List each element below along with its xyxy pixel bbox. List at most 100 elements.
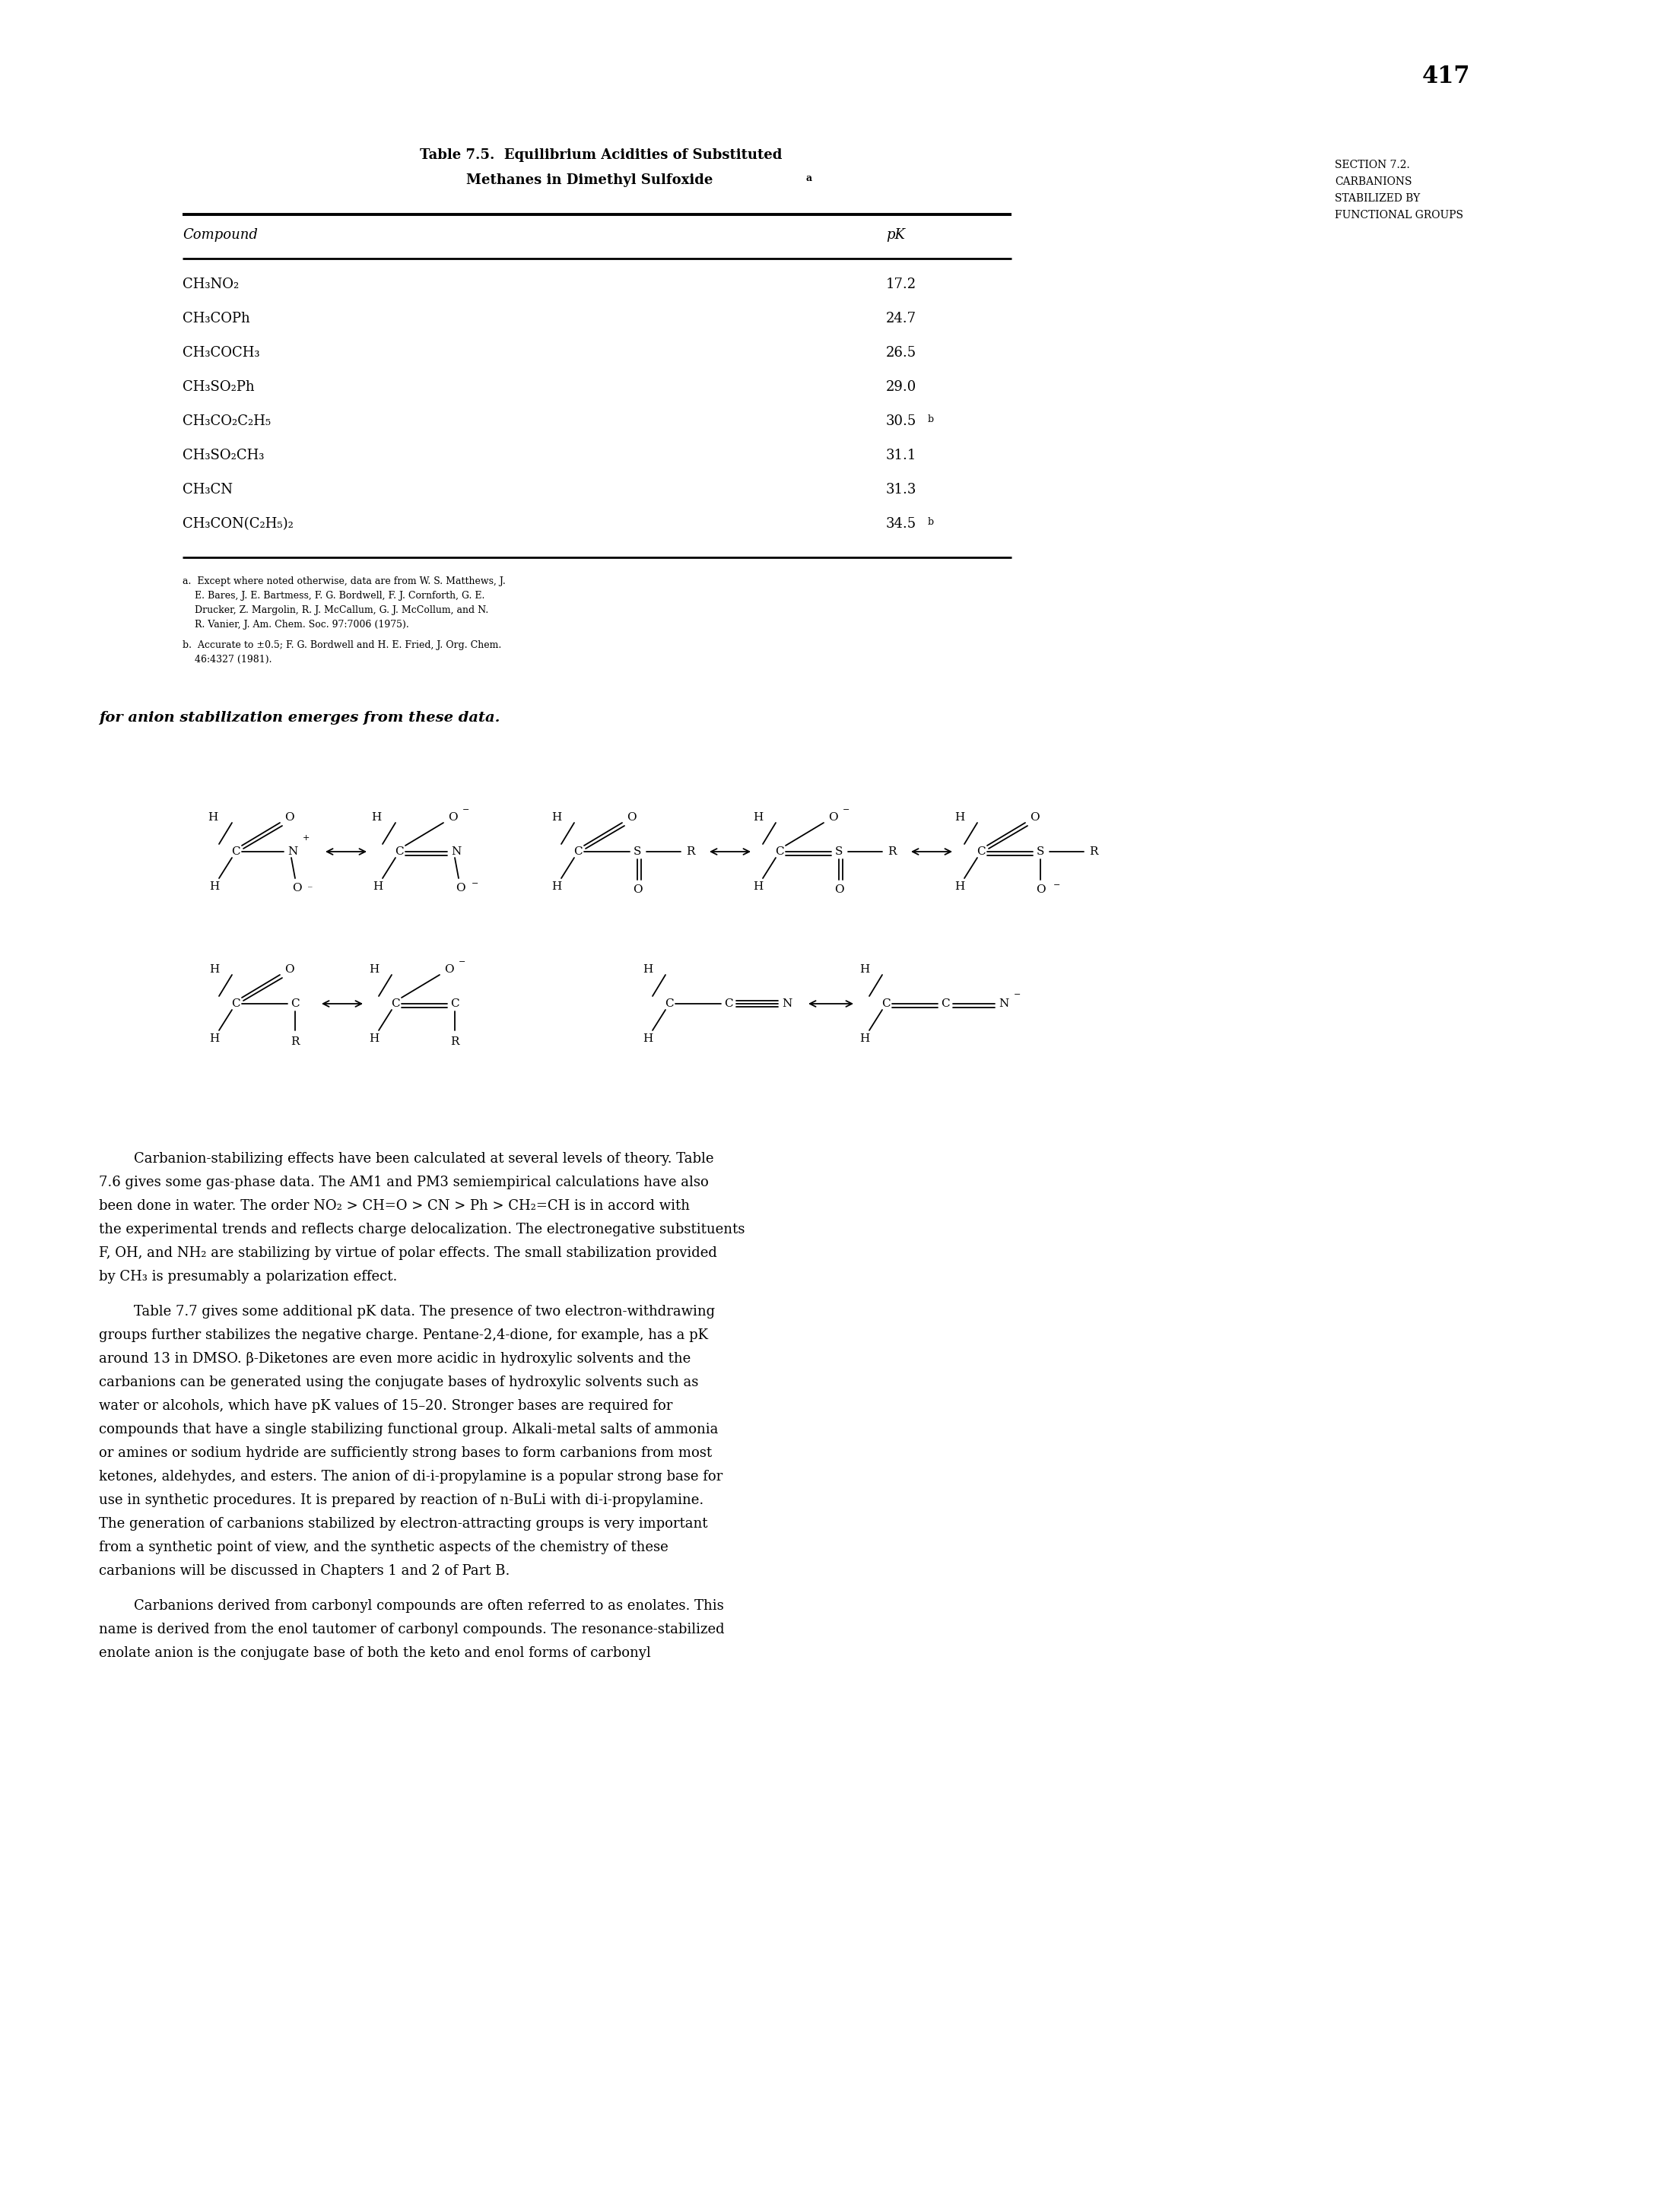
Text: −: − [842, 805, 850, 814]
Text: C: C [450, 998, 458, 1009]
Text: C: C [291, 998, 299, 1009]
Text: N: N [287, 847, 297, 856]
Text: by CH₃ is presumably a polarization effect.: by CH₃ is presumably a polarization effe… [100, 1270, 397, 1283]
Text: H: H [643, 1033, 653, 1044]
Text: CH₃SO₂Ph: CH₃SO₂Ph [183, 380, 254, 394]
Text: C: C [940, 998, 950, 1009]
Text: −: − [458, 958, 465, 967]
Text: −: − [472, 880, 478, 887]
Text: N: N [452, 847, 462, 856]
Text: R: R [450, 1037, 458, 1046]
Text: groups further stabilizes the negative charge. Pentane-2,4-dione, for example, h: groups further stabilizes the negative c… [100, 1329, 708, 1343]
Text: Drucker, Z. Margolin, R. J. McCallum, G. J. McCollum, and N.: Drucker, Z. Margolin, R. J. McCallum, G.… [183, 606, 488, 615]
Text: Table 7.7 gives some additional pΚ data. The presence of two electron-withdrawin: Table 7.7 gives some additional pΚ data.… [100, 1305, 714, 1318]
Text: 29.0: 29.0 [885, 380, 917, 394]
Text: H: H [955, 880, 965, 891]
Text: for anion stabilization emerges from these data.: for anion stabilization emerges from the… [100, 710, 500, 726]
Text: C: C [776, 847, 784, 856]
Text: R: R [686, 847, 694, 856]
Text: Carbanions derived from carbonyl compounds are often referred to as enolates. Th: Carbanions derived from carbonyl compoun… [100, 1599, 724, 1613]
Text: ketones, aldehydes, and esters. The anion of di-i-propylamine is a popular stron: ketones, aldehydes, and esters. The anio… [100, 1469, 723, 1484]
Text: H: H [551, 812, 561, 823]
Text: H: H [209, 964, 219, 975]
Text: H: H [752, 812, 764, 823]
Text: CH₃CO₂C₂H₅: CH₃CO₂C₂H₅ [183, 414, 271, 429]
Text: N: N [782, 998, 792, 1009]
Text: H: H [209, 880, 219, 891]
Text: S: S [633, 847, 641, 856]
Text: b: b [928, 518, 933, 526]
Text: 417: 417 [1422, 64, 1470, 88]
Text: O: O [448, 812, 457, 823]
Text: 7.6 gives some gas-phase data. The AM1 and PM3 semiempirical calculations have a: 7.6 gives some gas-phase data. The AM1 a… [100, 1175, 709, 1190]
Text: a.  Except where noted otherwise, data are from W. S. Matthews, J.: a. Except where noted otherwise, data ar… [183, 577, 505, 586]
Text: C: C [395, 847, 404, 856]
Text: H: H [369, 964, 379, 975]
Text: H: H [551, 880, 561, 891]
Text: H: H [208, 812, 218, 823]
Text: R: R [291, 1037, 299, 1046]
Text: been done in water. The order NO₂ > CH=O > CN > Ph > CH₂=CH is in accord with: been done in water. The order NO₂ > CH=O… [100, 1199, 689, 1212]
Text: water or alcohols, which have pΚ values of 15–20. Stronger bases are required fo: water or alcohols, which have pΚ values … [100, 1400, 673, 1413]
Text: +: + [302, 834, 311, 843]
Text: S: S [1036, 847, 1045, 856]
Text: H: H [643, 964, 653, 975]
Text: E. Bares, J. E. Bartmess, F. G. Bordwell, F. J. Cornforth, G. E.: E. Bares, J. E. Bartmess, F. G. Bordwell… [183, 591, 485, 602]
Text: Table 7.5.  Equilibrium Acidities of Substituted: Table 7.5. Equilibrium Acidities of Subs… [420, 148, 782, 161]
Text: 46:4327 (1981).: 46:4327 (1981). [183, 655, 272, 664]
Text: O: O [633, 885, 643, 896]
Text: O: O [455, 883, 465, 894]
Text: 17.2: 17.2 [885, 276, 917, 292]
Text: _: _ [307, 880, 312, 887]
Text: F, OH, and NH₂ are stabilizing by virtue of polar effects. The small stabilizati: F, OH, and NH₂ are stabilizing by virtue… [100, 1245, 718, 1261]
Text: b.  Accurate to ±0.5; F. G. Bordwell and H. E. Fried, J. Org. Chem.: b. Accurate to ±0.5; F. G. Bordwell and … [183, 639, 502, 650]
Text: 24.7: 24.7 [885, 312, 917, 325]
Text: H: H [374, 880, 384, 891]
Text: 31.1: 31.1 [885, 449, 917, 462]
Text: CH₃SO₂CH₃: CH₃SO₂CH₃ [183, 449, 264, 462]
Text: R: R [1090, 847, 1098, 856]
Text: use in synthetic procedures. It is prepared by reaction of n-BuLi with di-i-prop: use in synthetic procedures. It is prepa… [100, 1493, 704, 1506]
Text: O: O [834, 885, 844, 896]
Text: from a synthetic point of view, and the synthetic aspects of the chemistry of th: from a synthetic point of view, and the … [100, 1540, 668, 1555]
Text: name is derived from the enol tautomer of carbonyl compounds. The resonance-stab: name is derived from the enol tautomer o… [100, 1624, 724, 1637]
Text: −: − [1013, 991, 1022, 998]
Text: FUNCTIONAL GROUPS: FUNCTIONAL GROUPS [1335, 210, 1463, 221]
Text: C: C [231, 998, 241, 1009]
Text: −: − [462, 805, 470, 814]
Text: C: C [882, 998, 890, 1009]
Text: 34.5: 34.5 [885, 518, 917, 531]
Text: Carbanion-stabilizing effects have been calculated at several levels of theory. : Carbanion-stabilizing effects have been … [100, 1152, 714, 1166]
Text: enolate anion is the conjugate base of both the keto and enol forms of carbonyl: enolate anion is the conjugate base of b… [100, 1646, 651, 1659]
Text: H: H [369, 1033, 379, 1044]
Text: Methanes in Dimethyl Sulfoxide: Methanes in Dimethyl Sulfoxide [467, 173, 713, 188]
Text: CH₃NO₂: CH₃NO₂ [183, 276, 239, 292]
Text: CARBANIONS: CARBANIONS [1335, 177, 1412, 188]
Text: C: C [573, 847, 583, 856]
Text: H: H [955, 812, 965, 823]
Text: C: C [231, 847, 241, 856]
Text: O: O [292, 883, 301, 894]
Text: −: − [1053, 880, 1060, 889]
Text: around 13 in DMSO. β-Diketones are even more acidic in hydroxylic solvents and t: around 13 in DMSO. β-Diketones are even … [100, 1352, 691, 1365]
Text: S: S [835, 847, 842, 856]
Text: O: O [1035, 885, 1045, 896]
Text: O: O [1030, 812, 1040, 823]
Text: H: H [209, 1033, 219, 1044]
Text: C: C [390, 998, 400, 1009]
Text: R: R [887, 847, 897, 856]
Text: 31.3: 31.3 [885, 482, 917, 495]
Text: 26.5: 26.5 [885, 345, 917, 361]
Text: H: H [860, 964, 870, 975]
Text: O: O [827, 812, 837, 823]
Text: O: O [626, 812, 636, 823]
Text: pΚ: pΚ [885, 228, 905, 241]
Text: The generation of carbanions stabilized by electron-attracting groups is very im: The generation of carbanions stabilized … [100, 1517, 708, 1531]
Text: SECTION 7.2.: SECTION 7.2. [1335, 159, 1410, 170]
Text: CH₃CN: CH₃CN [183, 482, 233, 495]
Text: 30.5: 30.5 [885, 414, 917, 429]
Text: CH₃COPh: CH₃COPh [183, 312, 251, 325]
Text: C: C [724, 998, 733, 1009]
Text: b: b [928, 414, 933, 425]
Text: STABILIZED BY: STABILIZED BY [1335, 192, 1420, 204]
